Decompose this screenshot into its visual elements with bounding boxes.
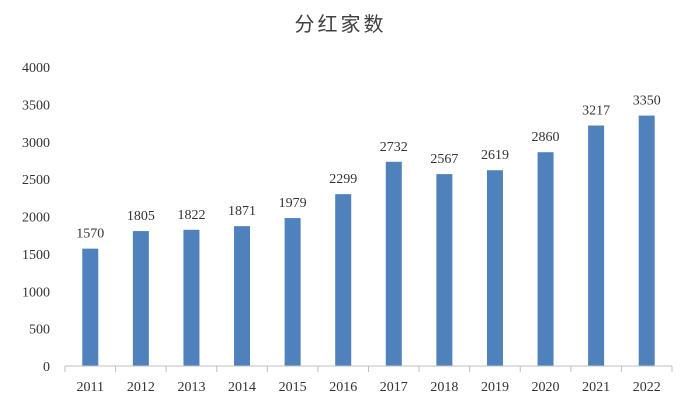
bar-2015	[284, 218, 301, 366]
data-label: 3350	[633, 94, 661, 109]
x-tick-label: 2014	[228, 380, 256, 395]
data-label: 1805	[127, 209, 155, 224]
y-tick-label: 1500	[22, 248, 50, 263]
y-tick-label: 4000	[22, 61, 50, 76]
y-tick-label: 3500	[22, 98, 50, 113]
x-tick-label: 2013	[177, 380, 205, 395]
chart-title: 分红家数	[294, 12, 387, 36]
data-label: 2567	[430, 152, 458, 167]
data-label: 2860	[532, 130, 560, 145]
y-tick-label: 2000	[22, 211, 50, 226]
data-label: 1871	[228, 204, 256, 219]
bar-2016	[335, 194, 352, 366]
bar-2017	[385, 161, 402, 366]
bar-2011	[82, 248, 99, 366]
x-tick-label: 2016	[329, 380, 357, 395]
y-tick-label: 3000	[22, 136, 50, 151]
data-labels: 1570 1805 1822 1871 1979 2299 2732 2567 2619 2860…	[76, 94, 660, 242]
x-tick-label: 2015	[279, 380, 307, 395]
bar-2019	[486, 170, 503, 366]
x-tick-label: 2017	[380, 380, 408, 395]
y-tick-label: 2500	[22, 173, 50, 188]
y-tick-label: 500	[29, 323, 50, 338]
bar-2012	[132, 231, 149, 366]
bar-2014	[234, 226, 251, 366]
x-axis-ticks: 2011 2012 2013 2014 2015 2016 2017 2018 2019 2020…	[64, 366, 673, 395]
data-label: 2299	[329, 172, 357, 187]
data-label: 1822	[177, 208, 205, 223]
x-tick-label: 2020	[532, 380, 560, 395]
data-label: 3217	[582, 104, 610, 119]
x-tick-label: 2011	[77, 380, 104, 395]
data-label: 1979	[279, 196, 307, 211]
bar-2020	[537, 152, 554, 366]
data-label: 2619	[481, 148, 509, 163]
x-tick-label: 2018	[430, 380, 458, 395]
y-tick-label: 1000	[22, 285, 50, 300]
data-label: 1570	[76, 227, 104, 242]
bar-2018	[436, 174, 453, 366]
bar-2022	[638, 115, 655, 367]
y-axis-ticks: 0 500 1000 1500 2000 2500 3000 3500 4000	[22, 61, 50, 375]
bar-2013	[183, 229, 200, 366]
y-tick-label: 0	[43, 360, 50, 375]
bar-2021	[588, 125, 605, 366]
x-tick-label: 2021	[582, 380, 610, 395]
bars	[82, 115, 655, 367]
x-tick-label: 2022	[633, 380, 661, 395]
x-tick-label: 2019	[481, 380, 509, 395]
data-label: 2732	[380, 140, 408, 155]
x-tick-label: 2012	[127, 380, 155, 395]
